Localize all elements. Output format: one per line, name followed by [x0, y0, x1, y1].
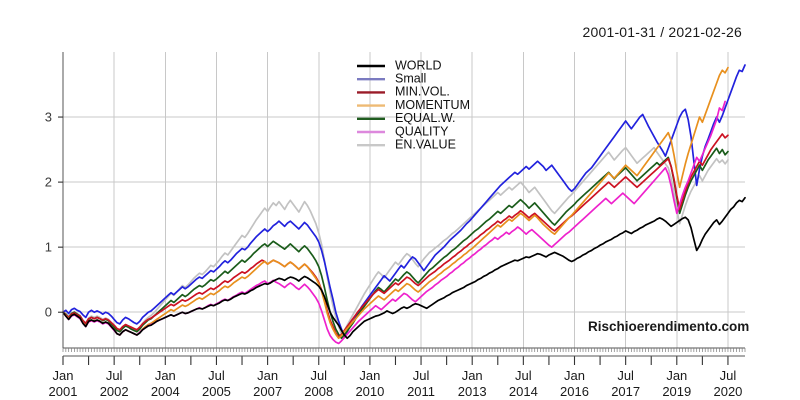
- x-tick-label-month: Jul: [413, 368, 430, 383]
- series-line-en-value: [62, 146, 729, 336]
- x-axis-tick-labels: Jan2001Jul2002Jan2004Jul2005Jan2007Jul20…: [49, 368, 743, 399]
- x-tick-label-month: Jan: [462, 368, 483, 383]
- series-line-min-vol: [62, 133, 729, 338]
- x-tick-label-year: 2002: [100, 384, 129, 399]
- x-tick-label-year: 2016: [560, 384, 589, 399]
- x-tick-label-year: 2019: [662, 384, 691, 399]
- legend-label-quality[interactable]: QUALITY: [395, 124, 449, 138]
- legend-label-small[interactable]: Small: [395, 71, 426, 85]
- grid-lines: [62, 52, 745, 348]
- x-tick-label-month: Jan: [359, 368, 380, 383]
- x-tick-label-month: Jul: [720, 368, 737, 383]
- x-tick-label-year: 2011: [407, 384, 435, 399]
- x-tick-label-month: Jul: [208, 368, 225, 383]
- legend-label-min-vol[interactable]: MIN.VOL.: [395, 85, 450, 99]
- x-tick-label-year: 2008: [304, 384, 333, 399]
- legend-label-world[interactable]: WORLD: [395, 58, 442, 72]
- x-tick-label-year: 2001: [49, 384, 78, 399]
- series-line-momentum: [62, 66, 729, 340]
- x-tick-label-month: Jan: [53, 368, 74, 383]
- x-tick-label-year: 2017: [611, 384, 640, 399]
- legend-label-en-value[interactable]: EN.VALUE: [395, 137, 456, 151]
- series-line-world: [62, 196, 746, 340]
- y-tick-label: 2: [45, 175, 52, 190]
- data-series-group: [62, 64, 746, 345]
- x-tick-label-year: 2004: [151, 384, 180, 399]
- chart-legend: WORLDSmallMIN.VOL.MOMENTUMEQUAL.W.QUALIT…: [357, 58, 470, 151]
- y-tick-label: 0: [45, 305, 52, 320]
- x-tick-label-year: 2005: [202, 384, 231, 399]
- x-tick-label-month: Jan: [666, 368, 687, 383]
- x-tick-label-year: 2014: [509, 384, 538, 399]
- y-tick-label: 1: [45, 240, 52, 255]
- watermark-label: Rischioerendimento.com: [588, 319, 750, 334]
- x-tick-label-year: 2007: [253, 384, 282, 399]
- x-tick-label-month: Jul: [106, 368, 123, 383]
- x-tick-label-month: Jul: [617, 368, 634, 383]
- y-tick-label: 3: [45, 110, 52, 125]
- legend-label-momentum[interactable]: MOMENTUM: [395, 98, 470, 112]
- date-range-title: 2001-01-31 / 2021-02-26: [582, 24, 742, 40]
- legend-label-equal-w[interactable]: EQUAL.W.: [395, 111, 455, 125]
- x-tick-label-month: Jan: [257, 368, 278, 383]
- x-tick-label-month: Jan: [564, 368, 585, 383]
- series-line-small: [62, 64, 746, 337]
- x-tick-label-month: Jan: [155, 368, 176, 383]
- x-tick-label-year: 2020: [713, 384, 742, 399]
- y-axis-tick-labels: 0 1 2 3: [45, 110, 52, 320]
- x-axis-ticks: [62, 348, 746, 365]
- x-tick-label-year: 2010: [355, 384, 384, 399]
- x-tick-label-month: Jul: [310, 368, 327, 383]
- x-tick-label-month: Jul: [515, 368, 532, 383]
- x-tick-label-year: 2013: [458, 384, 487, 399]
